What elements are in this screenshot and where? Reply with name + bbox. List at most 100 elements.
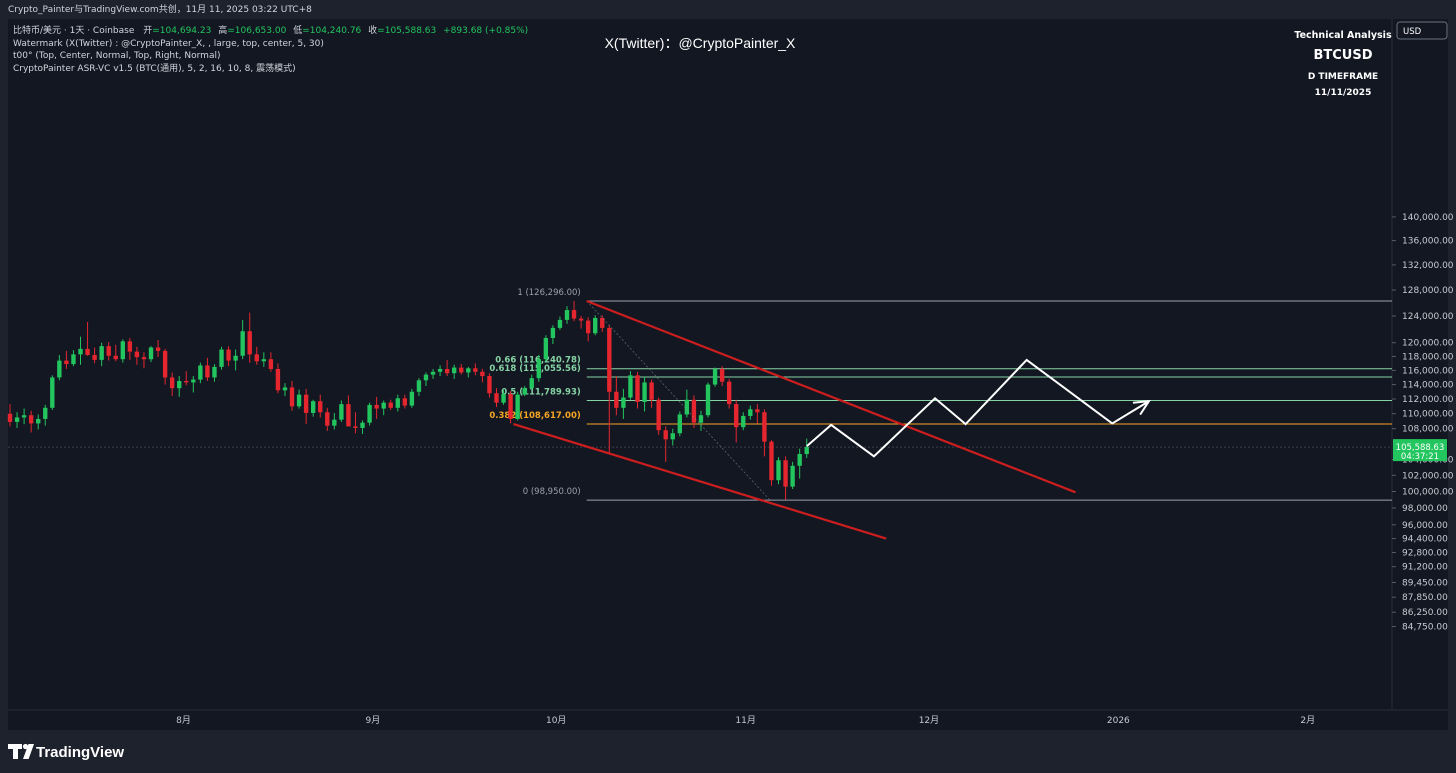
price-tag-price: 105,588.63 bbox=[1396, 443, 1445, 453]
candle-body bbox=[367, 404, 372, 423]
candle-body bbox=[698, 415, 704, 423]
candle-body bbox=[487, 376, 492, 394]
candle-body bbox=[600, 317, 605, 328]
fib-level-label: 1 (126,296.00) bbox=[517, 288, 580, 298]
low-label: 低 bbox=[293, 24, 302, 36]
open-label: 开 bbox=[143, 25, 152, 36]
price-tag-background bbox=[1393, 439, 1447, 462]
price-tick-label: 116,000.00 bbox=[1402, 366, 1454, 376]
candle-body bbox=[7, 413, 13, 422]
tradingview-logo[interactable]: TradingView bbox=[8, 743, 124, 761]
candle-body bbox=[318, 401, 323, 413]
candle-body bbox=[804, 447, 809, 455]
indicator-asr-vc[interactable]: CryptoPainter ASR-VC v1.5 (BTC(通用), 5, 2… bbox=[13, 62, 296, 74]
candle-body bbox=[162, 350, 168, 378]
time-tick-label: 2026 bbox=[1107, 716, 1130, 726]
fib-level-label: 0.5 (111,789.93) bbox=[501, 388, 581, 398]
price-tick-label: 118,000.00 bbox=[1402, 352, 1454, 362]
candle-body bbox=[254, 354, 259, 362]
info-timeframe: D TIMEFRAME bbox=[1308, 72, 1378, 82]
candle-body bbox=[78, 348, 83, 355]
candle-body bbox=[113, 355, 118, 360]
candle-body bbox=[395, 398, 400, 408]
info-technical-analysis: Technical Analysis bbox=[1294, 30, 1392, 41]
price-tick-label: 124,000.00 bbox=[1402, 312, 1454, 322]
candle-body bbox=[593, 317, 598, 334]
candle-body bbox=[748, 409, 753, 416]
time-tick-label: 9月 bbox=[366, 715, 381, 726]
candle-body bbox=[480, 371, 485, 377]
candle-body bbox=[783, 460, 788, 487]
price-tick-label: 91,200.00 bbox=[1402, 563, 1448, 573]
candle-body bbox=[381, 402, 386, 409]
candle-body bbox=[14, 417, 20, 422]
candle-body bbox=[374, 404, 379, 409]
candle-body bbox=[797, 454, 802, 466]
candle-body bbox=[261, 359, 267, 362]
price-tick-label: 100,000.00 bbox=[1402, 488, 1454, 498]
candle-body bbox=[529, 378, 534, 389]
close-label: 收 bbox=[368, 24, 377, 36]
candle-body bbox=[134, 351, 140, 358]
candle-body bbox=[303, 394, 309, 413]
candle-body bbox=[423, 374, 429, 381]
candle-body bbox=[466, 368, 471, 373]
candle-body bbox=[776, 460, 781, 481]
price-tick-label: 120,000.00 bbox=[1402, 339, 1454, 349]
candle-body bbox=[43, 407, 48, 419]
fibonacci-retracement: 1 (126,296.00)0.66 (116,240.78)0.618 (11… bbox=[489, 288, 1392, 501]
price-tick-label: 86,250.00 bbox=[1402, 608, 1448, 618]
candle-body bbox=[141, 357, 147, 360]
candle-body bbox=[656, 399, 661, 431]
time-tick-label: 2月 bbox=[1300, 715, 1315, 726]
candle-body bbox=[508, 393, 513, 419]
price-tick-label: 128,000.00 bbox=[1402, 286, 1454, 296]
candle-body bbox=[296, 394, 302, 407]
candle-body bbox=[726, 381, 732, 405]
candle-body bbox=[734, 404, 739, 428]
currency-button-label[interactable]: USD bbox=[1403, 27, 1422, 37]
price-axis: 140,000.00 136,000.00 132,000.00 128,000.00… bbox=[1392, 213, 1454, 633]
candle-body bbox=[670, 433, 675, 440]
wedge-upper-trendline[interactable] bbox=[586, 299, 1076, 494]
candle-body bbox=[325, 412, 330, 426]
candle-body bbox=[339, 404, 344, 420]
currency-button[interactable]: USD bbox=[1396, 21, 1448, 40]
candle-body bbox=[642, 382, 647, 402]
fib-trend-diagonal[interactable] bbox=[586, 300, 771, 501]
candle-body bbox=[247, 331, 252, 355]
price-projection-path[interactable] bbox=[806, 358, 1150, 458]
candle-body bbox=[332, 419, 337, 426]
header-top-line: Crypto_Painter与TradingView.com共创，11月 11,… bbox=[8, 3, 312, 15]
price-tick-label: 132,000.00 bbox=[1402, 261, 1454, 271]
price-tick-label: 98,000.00 bbox=[1402, 504, 1448, 514]
candlestick-series bbox=[7, 300, 809, 500]
candle-body bbox=[289, 387, 295, 407]
candle-body bbox=[240, 331, 245, 356]
tradingview-logo-icon bbox=[8, 743, 34, 759]
candle-body bbox=[28, 415, 34, 424]
candle-body bbox=[790, 465, 795, 487]
candle-body bbox=[409, 391, 415, 406]
candle-body bbox=[106, 346, 111, 356]
candle-body bbox=[459, 367, 464, 373]
candle-body bbox=[494, 393, 499, 403]
indicator-t00[interactable]: t00° (Top, Center, Normal, Top, Right, N… bbox=[13, 51, 220, 61]
candle-body bbox=[85, 348, 90, 356]
candle-body bbox=[705, 384, 711, 416]
candle-body bbox=[212, 366, 217, 378]
currency-button-frame[interactable] bbox=[1396, 21, 1448, 40]
watermark-text: X(Twitter)：@CryptoPainter_X bbox=[605, 35, 796, 51]
candle-body bbox=[515, 394, 520, 419]
indicator-watermark[interactable]: Watermark (X(Twitter) : @CryptoPainter_X… bbox=[13, 39, 324, 49]
candle-body bbox=[762, 412, 767, 442]
candle-body bbox=[177, 381, 182, 389]
candle-body bbox=[360, 422, 365, 428]
wedge-lower-trendline[interactable] bbox=[513, 422, 887, 540]
candle-body bbox=[57, 360, 62, 378]
close-value: =105,588.63 bbox=[377, 26, 436, 36]
open-value: =104,694.23 bbox=[152, 26, 211, 36]
candle-body bbox=[769, 441, 774, 481]
price-tick-label: 89,450.00 bbox=[1402, 578, 1448, 588]
